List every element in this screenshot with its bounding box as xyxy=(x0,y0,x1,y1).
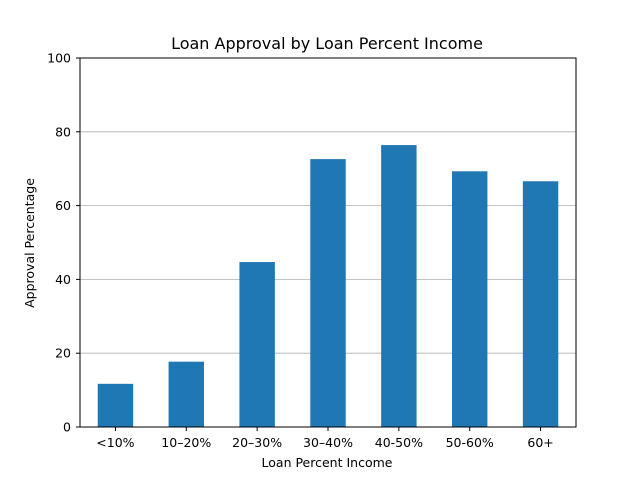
bar xyxy=(239,262,275,427)
x-tick-label: 40-50% xyxy=(375,435,423,450)
x-tick-label: 60+ xyxy=(527,435,553,450)
x-axis-ticks: <10% 10–20% 20–30% 30–40% 40-50% 50-60% 60+ xyxy=(96,427,554,450)
bar xyxy=(97,383,134,427)
y-tick-label: 0 xyxy=(63,420,71,435)
bar xyxy=(168,361,204,427)
x-tick-label: <10% xyxy=(96,435,134,450)
y-axis-label: Approval Percentage xyxy=(22,178,37,308)
x-tick-label: 30–40% xyxy=(303,435,353,450)
bar xyxy=(452,171,488,427)
y-tick-label: 40 xyxy=(55,272,71,287)
chart-title: Loan Approval by Loan Percent Income xyxy=(171,34,483,53)
x-tick-label: 20–30% xyxy=(232,435,282,450)
bar xyxy=(381,145,417,428)
y-tick-label: 20 xyxy=(55,346,71,361)
bar xyxy=(310,159,346,427)
y-tick-label: 80 xyxy=(55,124,71,139)
x-tick-label: 10–20% xyxy=(161,435,211,450)
bars xyxy=(97,145,559,428)
y-tick-label: 60 xyxy=(55,198,71,213)
x-axis-label: Loan Percent Income xyxy=(262,455,393,470)
x-tick-label: 50-60% xyxy=(446,435,494,450)
y-axis-ticks: 0 20 40 60 80 100 xyxy=(47,51,80,435)
y-tick-label: 100 xyxy=(47,51,71,66)
bar xyxy=(522,181,559,427)
